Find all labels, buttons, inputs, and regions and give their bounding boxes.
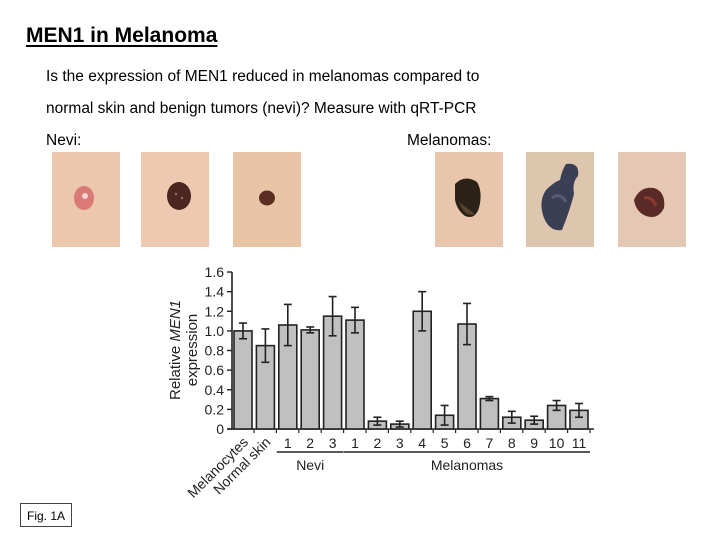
- x-tick-label: 8: [508, 435, 516, 451]
- x-tick-label: 4: [418, 435, 426, 451]
- x-tick-label: 7: [486, 435, 494, 451]
- figure-label: Fig. 1A: [20, 503, 72, 527]
- y-tick-label: 0.2: [205, 401, 225, 417]
- x-tick-label: 9: [530, 435, 538, 451]
- nevus-2-photo: [141, 152, 209, 247]
- y-axis-label-line2: expression: [184, 314, 201, 387]
- y-tick-label: 0.6: [205, 362, 225, 378]
- bar-12: [479, 397, 500, 430]
- x-tick-label: 1: [284, 435, 292, 451]
- y-tick-label: 0: [216, 421, 224, 437]
- melanoma-2-photo: [526, 152, 594, 247]
- bar-6: [345, 319, 365, 430]
- y-tick-label: 1.6: [205, 264, 225, 280]
- y-tick-label: 0.8: [205, 343, 225, 359]
- nevi-label: Nevi:: [46, 132, 82, 149]
- x-tick-label: 11: [572, 435, 587, 451]
- slide-title: MEN1 in Melanoma: [26, 24, 218, 47]
- x-tick-label: 10: [549, 435, 565, 451]
- nevus-1-photo: [52, 152, 120, 247]
- bar-4: [300, 329, 321, 430]
- melanomas-label: Melanomas:: [407, 132, 492, 149]
- group-label: Melanomas: [431, 457, 503, 473]
- nevus-3-photo: [233, 152, 301, 247]
- bar-1: [233, 330, 253, 430]
- x-tick-label: 3: [329, 435, 337, 451]
- melanoma-3-photo: [618, 152, 686, 247]
- y-tick-label: 1.0: [205, 323, 225, 339]
- y-axis-label: Relative MEN1: [167, 300, 184, 400]
- group-label: Nevi: [296, 457, 324, 473]
- y-tick-label: 1.4: [205, 284, 225, 300]
- x-tick-label: 2: [374, 435, 382, 451]
- x-tick-label: 1: [351, 435, 359, 451]
- melanoma-1-photo: [435, 152, 503, 247]
- x-tick-label: 3: [396, 435, 404, 451]
- question-line-1: Is the expression of MEN1 reduced in mel…: [46, 68, 480, 85]
- x-tick-label: 2: [306, 435, 314, 451]
- y-tick-label: 1.2: [205, 303, 225, 319]
- x-tick-label: 6: [463, 435, 471, 451]
- x-tick-label: 5: [441, 435, 449, 451]
- y-tick-label: 0.4: [205, 382, 225, 398]
- question-line-2: normal skin and benign tumors (nevi)? Me…: [46, 100, 477, 117]
